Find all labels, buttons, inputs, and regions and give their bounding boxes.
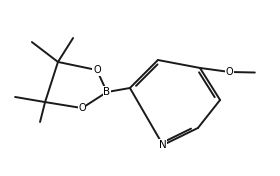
Text: B: B <box>103 87 111 97</box>
Text: O: O <box>93 65 101 75</box>
Text: N: N <box>159 140 167 150</box>
Text: O: O <box>78 103 86 113</box>
Text: O: O <box>226 67 234 77</box>
